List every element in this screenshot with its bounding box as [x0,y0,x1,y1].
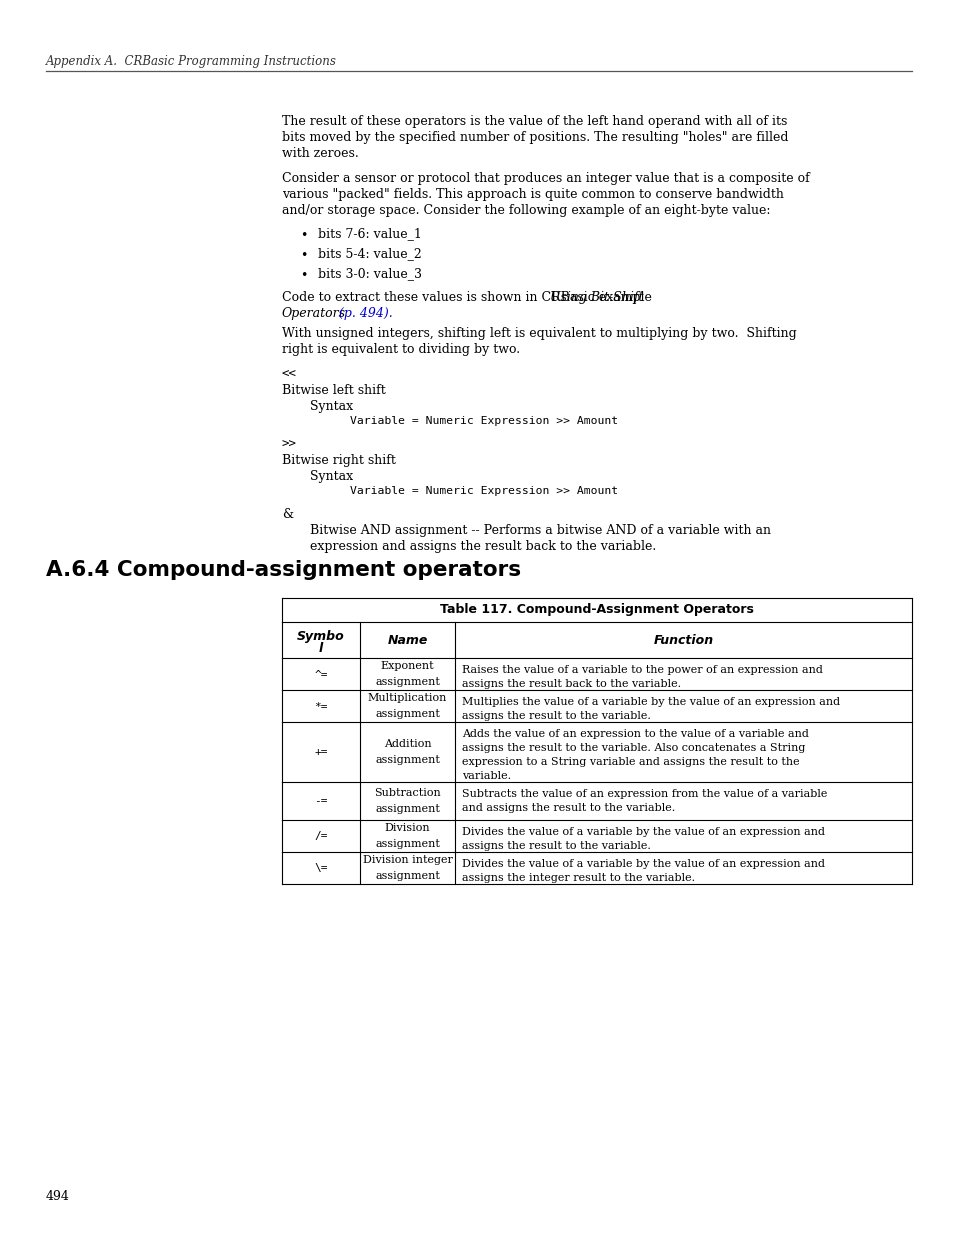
Text: and/or storage space. Consider the following example of an eight-byte value:: and/or storage space. Consider the follo… [282,204,770,217]
Text: assignment: assignment [375,709,439,719]
Text: Variable = Numeric Expression >> Amount: Variable = Numeric Expression >> Amount [350,416,618,426]
Text: Bitwise right shift: Bitwise right shift [282,454,395,467]
Text: *=: *= [314,701,328,711]
Text: variable.: variable. [461,771,511,781]
Text: Consider a sensor or protocol that produces an integer value that is a composite: Consider a sensor or protocol that produ… [282,172,809,185]
Text: Raises the value of a variable to the power of an expression and: Raises the value of a variable to the po… [461,664,822,676]
Text: Divides the value of a variable by the value of an expression and: Divides the value of a variable by the v… [461,860,824,869]
Text: Division: Division [384,823,430,832]
Text: assigns the result to the variable.: assigns the result to the variable. [461,841,650,851]
Text: Operators: Operators [282,308,346,320]
Text: assigns the result back to the variable.: assigns the result back to the variable. [461,679,680,689]
Text: assignment: assignment [375,677,439,687]
Text: Division integer: Division integer [362,855,452,864]
Text: and assigns the result to the variable.: and assigns the result to the variable. [461,803,675,813]
Text: Addition: Addition [383,739,431,748]
Bar [282,782,911,820]
Text: right is equivalent to dividing by two.: right is equivalent to dividing by two. [282,343,519,356]
Text: Symbo: Symbo [296,630,345,643]
Bar [282,598,911,622]
Bar [282,690,911,722]
Text: /=: /= [314,831,328,841]
Text: (p. 494).: (p. 494). [335,308,393,320]
Text: Code to extract these values is shown in CRBasic example: Code to extract these values is shown in… [282,291,656,304]
Text: assigns the result to the variable. Also concatenates a String: assigns the result to the variable. Also… [461,743,804,753]
Text: Name: Name [387,634,427,646]
Text: &: & [282,508,293,521]
Text: Bitwise left shift: Bitwise left shift [282,384,385,396]
Bar [282,622,911,658]
Text: The result of these operators is the value of the left hand operand with all of : The result of these operators is the val… [282,115,786,128]
Bar [282,820,911,852]
Text: bits 5-4: value_2: bits 5-4: value_2 [317,247,421,261]
Text: •: • [299,228,307,242]
Text: assigns the integer result to the variable.: assigns the integer result to the variab… [461,873,695,883]
Text: Multiplies the value of a variable by the value of an expression and: Multiplies the value of a variable by th… [461,697,840,706]
Bar [282,658,911,690]
Text: bits 3-0: value_3: bits 3-0: value_3 [317,267,421,280]
Text: \=: \= [314,863,328,873]
Text: Syntax: Syntax [310,400,353,412]
Text: assignment: assignment [375,804,439,814]
Text: A.6.4 Compound-assignment operators: A.6.4 Compound-assignment operators [46,559,520,580]
Text: Variable = Numeric Expression >> Amount: Variable = Numeric Expression >> Amount [350,487,618,496]
Text: Exponent: Exponent [380,661,434,671]
Text: •: • [299,249,307,262]
Bar [282,722,911,782]
Text: <<: << [282,368,296,382]
Text: -=: -= [314,797,328,806]
Text: Subtraction: Subtraction [374,788,440,798]
Text: •: • [299,269,307,282]
Text: assigns the result to the variable.: assigns the result to the variable. [461,711,650,721]
Text: Adds the value of an expression to the value of a variable and: Adds the value of an expression to the v… [461,729,808,739]
Text: bits moved by the specified number of positions. The resulting "holes" are fille: bits moved by the specified number of po… [282,131,788,144]
Text: Syntax: Syntax [310,471,353,483]
Text: assignment: assignment [375,755,439,764]
Text: 494: 494 [46,1191,70,1203]
Text: assignment: assignment [375,871,439,881]
Text: expression and assigns the result back to the variable.: expression and assigns the result back t… [310,540,656,553]
Text: bits 7-6: value_1: bits 7-6: value_1 [317,227,421,240]
Text: >>: >> [282,438,296,451]
Text: Table 117. Compound-Assignment Operators: Table 117. Compound-Assignment Operators [439,604,753,616]
Text: various "packed" fields. This approach is quite common to conserve bandwidth: various "packed" fields. This approach i… [282,188,783,201]
Text: with zeroes.: with zeroes. [282,147,358,161]
Text: Subtracts the value of an expression from the value of a variable: Subtracts the value of an expression fro… [461,789,826,799]
Text: With unsigned integers, shifting left is equivalent to multiplying by two.  Shif: With unsigned integers, shifting left is… [282,327,796,340]
Text: assignment: assignment [375,839,439,848]
Text: Appendix A.  CRBasic Programming Instructions: Appendix A. CRBasic Programming Instruct… [46,56,336,68]
Text: Using Bit-Shift: Using Bit-Shift [550,291,643,304]
Text: +=: += [314,747,328,757]
Bar [282,852,911,884]
Text: ^=: ^= [314,669,328,679]
Text: Multiplication: Multiplication [368,693,447,703]
Text: Bitwise AND assignment -- Performs a bitwise AND of a variable with an: Bitwise AND assignment -- Performs a bit… [310,524,770,537]
Text: Divides the value of a variable by the value of an expression and: Divides the value of a variable by the v… [461,827,824,837]
Text: l: l [318,642,323,655]
Text: expression to a String variable and assigns the result to the: expression to a String variable and assi… [461,757,799,767]
Text: Function: Function [653,634,713,646]
